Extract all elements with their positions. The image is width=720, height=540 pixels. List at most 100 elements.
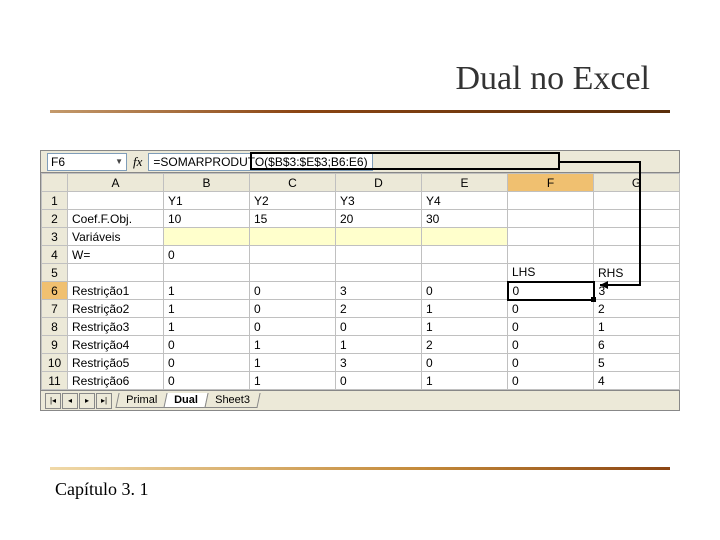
cell[interactable]: 0 (422, 282, 508, 300)
cell[interactable] (336, 264, 422, 282)
cell[interactable]: 10 (164, 210, 250, 228)
formula-input[interactable]: =SOMARPRODUTO($B$3:$E$3;B6:E6) (148, 153, 372, 171)
cell[interactable]: 1 (250, 372, 336, 390)
cell[interactable]: Y3 (336, 192, 422, 210)
cell[interactable]: 0 (250, 300, 336, 318)
sheet-tab-primal[interactable]: Primal (115, 393, 167, 408)
cell[interactable] (594, 246, 680, 264)
cell[interactable] (508, 228, 594, 246)
cell[interactable]: 0 (164, 372, 250, 390)
cell[interactable]: 0 (508, 300, 594, 318)
cell[interactable]: Restrição1 (68, 282, 164, 300)
col-header-B[interactable]: B (164, 174, 250, 192)
cell[interactable] (422, 264, 508, 282)
col-header-E[interactable]: E (422, 174, 508, 192)
row-header-10[interactable]: 10 (42, 354, 68, 372)
cell[interactable]: 0 (336, 372, 422, 390)
cell[interactable]: 1 (164, 300, 250, 318)
cell[interactable]: 20 (336, 210, 422, 228)
col-header-G[interactable]: G (594, 174, 680, 192)
cell[interactable]: 0 (508, 336, 594, 354)
cell[interactable]: 1 (164, 282, 250, 300)
cell[interactable]: 1 (250, 336, 336, 354)
cell[interactable]: Y2 (250, 192, 336, 210)
select-all-cell[interactable] (42, 174, 68, 192)
cell[interactable]: 1 (422, 372, 508, 390)
tab-nav-next[interactable]: ▸ (79, 393, 95, 409)
row-header-5[interactable]: 5 (42, 264, 68, 282)
cell[interactable] (336, 246, 422, 264)
cell[interactable]: 1 (594, 318, 680, 336)
row-header-3[interactable]: 3 (42, 228, 68, 246)
cell[interactable]: 5 (594, 354, 680, 372)
col-header-D[interactable]: D (336, 174, 422, 192)
cell[interactable]: Restrição6 (68, 372, 164, 390)
cell[interactable]: Coef.F.Obj. (68, 210, 164, 228)
row-header-2[interactable]: 2 (42, 210, 68, 228)
cell[interactable]: Restrição5 (68, 354, 164, 372)
spreadsheet-grid[interactable]: A B C D E F G 1 Y1 Y2 Y3 Y4 2 Coef.F.Obj… (41, 173, 680, 390)
col-header-A[interactable]: A (68, 174, 164, 192)
cell[interactable]: LHS (508, 264, 594, 282)
row-header-1[interactable]: 1 (42, 192, 68, 210)
cell[interactable] (336, 228, 422, 246)
col-header-F[interactable]: F (508, 174, 594, 192)
cell-selected[interactable]: 0 (508, 282, 594, 300)
tab-nav-prev[interactable]: ◂ (62, 393, 78, 409)
cell[interactable] (594, 228, 680, 246)
cell[interactable]: 0 (164, 336, 250, 354)
col-header-C[interactable]: C (250, 174, 336, 192)
cell[interactable]: 30 (422, 210, 508, 228)
cell[interactable]: 2 (336, 300, 422, 318)
cell[interactable]: 0 (508, 354, 594, 372)
cell[interactable]: 2 (422, 336, 508, 354)
chevron-down-icon[interactable]: ▼ (115, 157, 123, 166)
row-header-6[interactable]: 6 (42, 282, 68, 300)
sheet-tab-sheet3[interactable]: Sheet3 (204, 393, 260, 408)
sheet-tab-dual[interactable]: Dual (164, 393, 209, 408)
cell[interactable] (68, 264, 164, 282)
cell[interactable] (422, 228, 508, 246)
cell[interactable]: Restrição2 (68, 300, 164, 318)
row-header-9[interactable]: 9 (42, 336, 68, 354)
cell[interactable]: 3 (594, 282, 680, 300)
cell[interactable]: 4 (594, 372, 680, 390)
cell[interactable]: 0 (164, 246, 250, 264)
tab-nav-first[interactable]: |◂ (45, 393, 61, 409)
tab-nav-last[interactable]: ▸| (96, 393, 112, 409)
cell[interactable]: 0 (164, 354, 250, 372)
cell[interactable] (508, 246, 594, 264)
cell[interactable] (164, 228, 250, 246)
cell[interactable]: 2 (594, 300, 680, 318)
cell[interactable] (68, 192, 164, 210)
cell[interactable]: 3 (336, 282, 422, 300)
cell[interactable]: W= (68, 246, 164, 264)
row-header-7[interactable]: 7 (42, 300, 68, 318)
cell[interactable]: Variáveis (68, 228, 164, 246)
cell[interactable]: 0 (250, 282, 336, 300)
cell[interactable]: Y1 (164, 192, 250, 210)
cell[interactable] (164, 264, 250, 282)
cell[interactable]: 0 (508, 372, 594, 390)
cell[interactable] (594, 210, 680, 228)
cell[interactable] (250, 228, 336, 246)
cell[interactable]: 1 (422, 300, 508, 318)
row-header-8[interactable]: 8 (42, 318, 68, 336)
cell[interactable] (250, 246, 336, 264)
row-header-4[interactable]: 4 (42, 246, 68, 264)
cell[interactable]: 0 (250, 318, 336, 336)
cell[interactable]: 0 (336, 318, 422, 336)
cell[interactable]: 1 (336, 336, 422, 354)
cell[interactable]: 1 (164, 318, 250, 336)
cell[interactable]: 0 (422, 354, 508, 372)
cell[interactable]: 1 (422, 318, 508, 336)
cell[interactable] (508, 210, 594, 228)
cell[interactable]: Restrição3 (68, 318, 164, 336)
name-box[interactable]: F6 ▼ (47, 153, 127, 171)
cell[interactable]: 6 (594, 336, 680, 354)
cell[interactable]: 0 (508, 318, 594, 336)
row-header-11[interactable]: 11 (42, 372, 68, 390)
cell[interactable] (594, 192, 680, 210)
cell[interactable]: 3 (336, 354, 422, 372)
cell[interactable]: 15 (250, 210, 336, 228)
